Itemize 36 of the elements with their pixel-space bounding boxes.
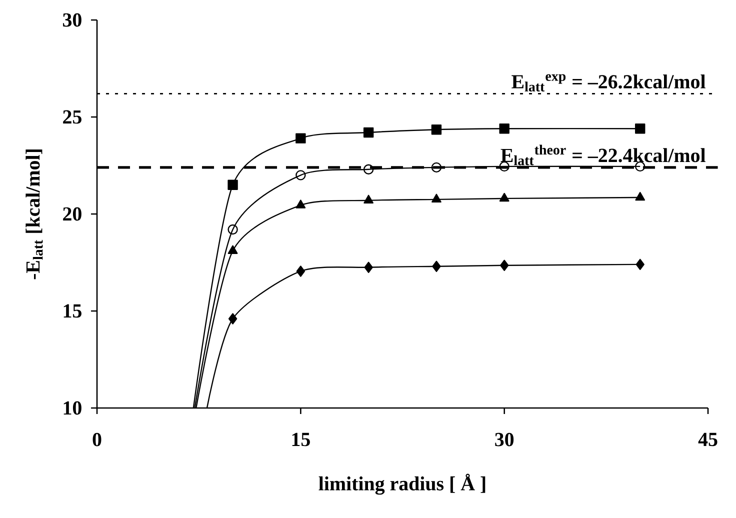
point [228, 313, 238, 324]
point [228, 224, 238, 235]
point [635, 124, 646, 134]
point [296, 266, 306, 277]
point [636, 258, 644, 270]
y-tick-label: 15 [64, 304, 82, 318]
y-tick-label: 10 [64, 401, 82, 415]
ref-line-label: E$_{latt}$$^{theor}$ = –22.4kcal/mol [500, 144, 706, 166]
x-tick-label: 15 [292, 432, 310, 446]
point [363, 127, 374, 138]
y-tick-label: 25 [63, 110, 82, 124]
y-axis-title: -E$_{latt}$ [kcal/mol] [26, 150, 43, 280]
y-tick-label: 30 [62, 13, 82, 27]
point [228, 245, 238, 254]
point [431, 124, 442, 135]
point [499, 192, 510, 202]
x-tick-label: 45 [698, 432, 718, 446]
point [431, 162, 442, 173]
point [499, 161, 510, 172]
point [364, 194, 374, 204]
x-tick-label: 0 [92, 432, 102, 446]
point [364, 262, 373, 273]
y-tick-label: 20 [63, 207, 82, 221]
point [635, 192, 646, 201]
point [363, 164, 374, 174]
point [228, 180, 238, 190]
point [432, 194, 442, 203]
x-tick-label: 30 [495, 432, 514, 446]
ref-line-label: E$_{latt}$$^{exp}$ = –26.2kcal/mol [512, 74, 706, 92]
point [296, 133, 306, 144]
point [296, 200, 306, 208]
point [432, 260, 441, 272]
point [500, 260, 509, 271]
point [499, 124, 510, 134]
x-axis-title: limiting radius [ Å ] [318, 474, 486, 495]
point [296, 170, 306, 180]
